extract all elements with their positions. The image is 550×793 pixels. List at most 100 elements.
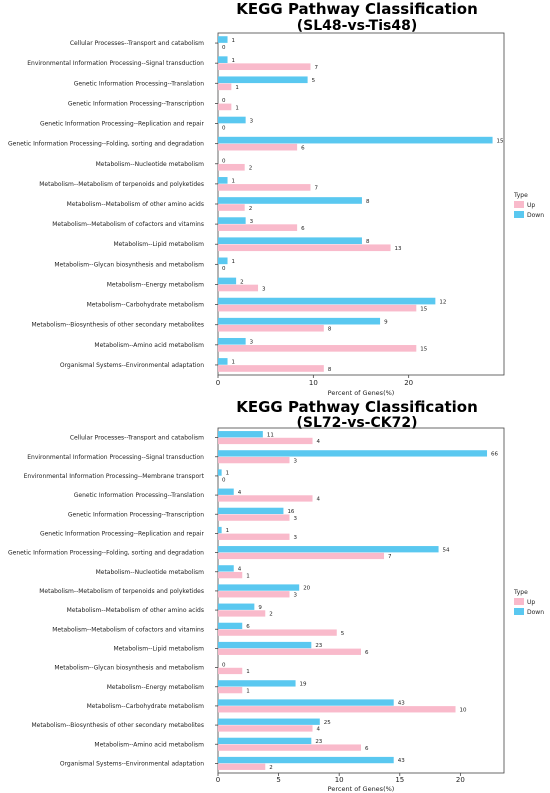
chart-1-legend-up-swatch — [514, 201, 524, 208]
chart-1-legend-down-swatch — [514, 211, 524, 218]
bar-down-value-label: 0 — [222, 98, 226, 104]
bar-up — [218, 456, 290, 464]
bar-up-value-label: 2 — [269, 612, 273, 618]
bar-up — [218, 763, 266, 770]
bar-up-value-label: 13 — [395, 246, 402, 252]
bar-down — [218, 469, 222, 476]
bar-up-value-label: 0 — [222, 45, 226, 51]
category-label: Metabolism--Metabolism of cofactors and … — [52, 221, 204, 228]
x-tick-label: 0 — [216, 379, 220, 387]
bar-up — [218, 667, 243, 675]
bar-down-value-label: 2 — [240, 279, 244, 285]
bar-down-value-label: 43 — [398, 701, 405, 707]
bar-down — [218, 277, 237, 285]
bar-up-value-label: 6 — [301, 145, 305, 151]
bar-down — [218, 622, 243, 630]
bar-up-value-label: 3 — [294, 458, 298, 464]
bar-up-value-label: 5 — [341, 631, 345, 637]
bar-down — [218, 699, 394, 706]
bar-up — [218, 324, 324, 332]
chart-2-legend: Type Up Down — [513, 589, 544, 616]
bar-down-value-label: 66 — [491, 452, 498, 458]
bar-up-value-label: 0 — [222, 125, 226, 131]
bar-up — [218, 725, 313, 732]
bar-down — [218, 76, 308, 84]
bar-up-value-label: 3 — [262, 286, 266, 292]
category-label: Environmental Information Processing--Si… — [27, 454, 204, 461]
chart-1-legend-up-label: Up — [527, 202, 535, 209]
category-label: Metabolism--Biosynthesis of other second… — [31, 322, 204, 329]
bar-down-value-label: 43 — [398, 758, 405, 764]
category-label: Genetic Information Processing--Translat… — [74, 80, 204, 87]
bar-down-value-label: 1 — [226, 471, 230, 477]
bar-up — [218, 83, 232, 91]
chart-2-legend-up-label: Up — [527, 599, 535, 606]
category-label: Metabolism--Metabolism of terpenoids and… — [39, 181, 204, 188]
bar-up-value-label: 15 — [420, 347, 427, 353]
bar-up — [218, 143, 298, 151]
category-label: Metabolism--Glycan biosynthesis and meta… — [54, 261, 204, 268]
category-label: Metabolism--Glycan biosynthesis and meta… — [54, 665, 204, 672]
x-axis-label: Percent of Genes(%) — [328, 785, 395, 793]
bar-down — [218, 257, 228, 265]
category-label: Metabolism--Nucleotide metabolism — [96, 569, 205, 576]
bar-up — [218, 495, 313, 502]
bar-up-value-label: 1 — [246, 573, 250, 579]
bar-down — [218, 584, 300, 591]
bar-down — [218, 641, 312, 649]
bar-up-value-label: 6 — [365, 650, 369, 656]
bar-up — [218, 591, 290, 598]
bar-down-value-label: 3 — [250, 118, 254, 124]
bar-down — [218, 737, 312, 745]
category-label: Genetic Information Processing--Translat… — [74, 492, 204, 499]
bar-down — [218, 488, 234, 495]
bar-up — [218, 552, 385, 560]
chart-1-legend: Type Up Down — [513, 192, 544, 219]
bar-down-value-label: 19 — [300, 682, 307, 688]
bar-up-value-label: 3 — [294, 535, 298, 541]
bar-down-value-label: 0 — [222, 662, 226, 668]
bar-up-value-label: 8 — [328, 367, 332, 373]
chart-2-legend-up-swatch — [514, 598, 524, 605]
bar-up — [218, 437, 313, 445]
bar-down-value-label: 15 — [497, 138, 504, 144]
category-label: Environmental Information Processing--Me… — [24, 473, 205, 480]
category-label: Genetic Information Processing--Transcri… — [68, 511, 204, 518]
bar-up — [218, 304, 417, 312]
bar-up-value-label: 2 — [269, 765, 273, 771]
x-tick-label: 20 — [456, 776, 465, 784]
category-label: Metabolism--Metabolism of other amino ac… — [67, 607, 204, 614]
bar-down — [218, 217, 246, 224]
bar-up — [218, 184, 311, 191]
bar-up — [218, 648, 361, 655]
bar-down-value-label: 4 — [238, 490, 242, 496]
bar-up — [218, 204, 245, 211]
bar-down-value-label: 8 — [366, 199, 370, 205]
bar-up-value-label: 4 — [317, 727, 321, 733]
x-axis-label: Percent of Genes(%) — [328, 389, 395, 397]
category-label: Metabolism--Energy metabolism — [107, 281, 204, 288]
bar-up-value-label: 8 — [328, 327, 332, 333]
bar-up — [218, 63, 311, 71]
chart-2-legend-down-swatch — [514, 608, 524, 615]
bar-up — [218, 163, 245, 171]
category-label: Cellular Processes--Transport and catabo… — [70, 40, 204, 47]
bar-up — [218, 629, 337, 636]
bar-up-value-label: 6 — [365, 746, 369, 752]
plot-frame — [217, 427, 505, 774]
bar-down-value-label: 1 — [232, 360, 236, 366]
bar-down — [218, 317, 381, 325]
bar-up-value-label: 4 — [317, 439, 321, 445]
bar-up — [218, 706, 456, 713]
bar-up — [218, 365, 324, 372]
bar-up — [218, 610, 266, 617]
bar-down-value-label: 16 — [287, 509, 294, 515]
category-label: Genetic Information Processing--Folding,… — [8, 550, 204, 557]
bar-up-value-label: 10 — [460, 707, 467, 713]
category-label: Genetic Information Processing--Replicat… — [40, 121, 205, 128]
bar-up-value-label: 3 — [294, 592, 298, 598]
x-tick-label: 10 — [335, 776, 344, 784]
chart-2-subtitle: (SL72-vs-CK72) — [297, 415, 418, 431]
bar-down-value-label: 1 — [232, 38, 236, 44]
